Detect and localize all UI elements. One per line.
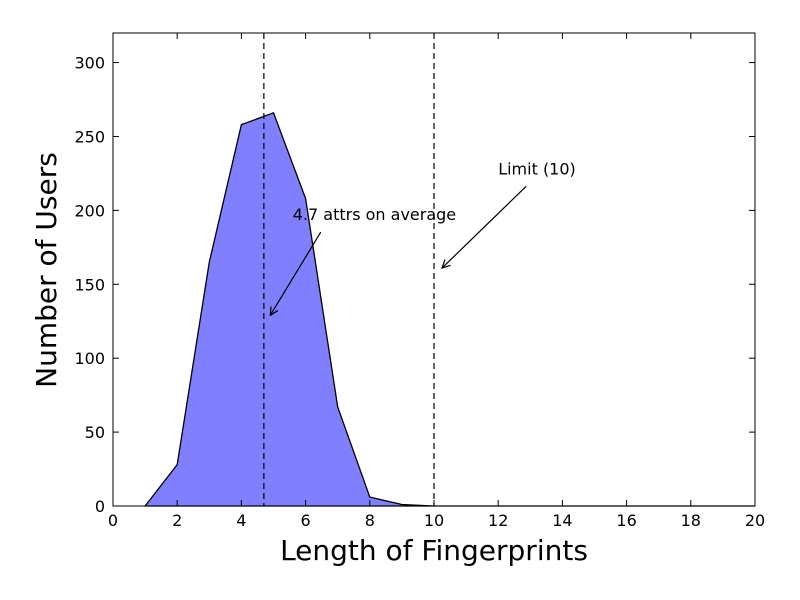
x-tick-label: 20 xyxy=(745,511,765,530)
x-tick-label: 0 xyxy=(108,511,118,530)
annotation-label-1: Limit (10) xyxy=(498,159,576,178)
annotations: 4.7 attrs on average Limit (10) xyxy=(270,159,576,315)
y-tick-label: 50 xyxy=(85,423,105,442)
x-axis-title: Length of Fingerprints xyxy=(280,534,588,567)
y-tick-label: 200 xyxy=(74,201,105,220)
x-tick-label: 18 xyxy=(681,511,701,530)
x-tick-label: 10 xyxy=(424,511,444,530)
y-axis-title: Number of Users xyxy=(30,152,63,388)
x-tick-label: 14 xyxy=(552,511,572,530)
x-tick-label: 16 xyxy=(616,511,636,530)
x-tick-label: 2 xyxy=(172,511,182,530)
y-tick-label: 0 xyxy=(95,497,105,516)
x-tick-label: 6 xyxy=(301,511,311,530)
y-tick-label: 250 xyxy=(74,127,105,146)
y-tick-label: 150 xyxy=(74,275,105,294)
annotation-label-0: 4.7 attrs on average xyxy=(293,205,456,224)
y-tick-label: 100 xyxy=(74,349,105,368)
x-tick-label: 8 xyxy=(365,511,375,530)
annotation-arrow-0 xyxy=(270,231,322,315)
x-tick-label: 4 xyxy=(236,511,246,530)
reference-lines xyxy=(263,33,435,506)
y-tick-label: 300 xyxy=(74,54,105,73)
annotation-arrow-1 xyxy=(442,185,527,268)
x-tick-label: 12 xyxy=(488,511,508,530)
